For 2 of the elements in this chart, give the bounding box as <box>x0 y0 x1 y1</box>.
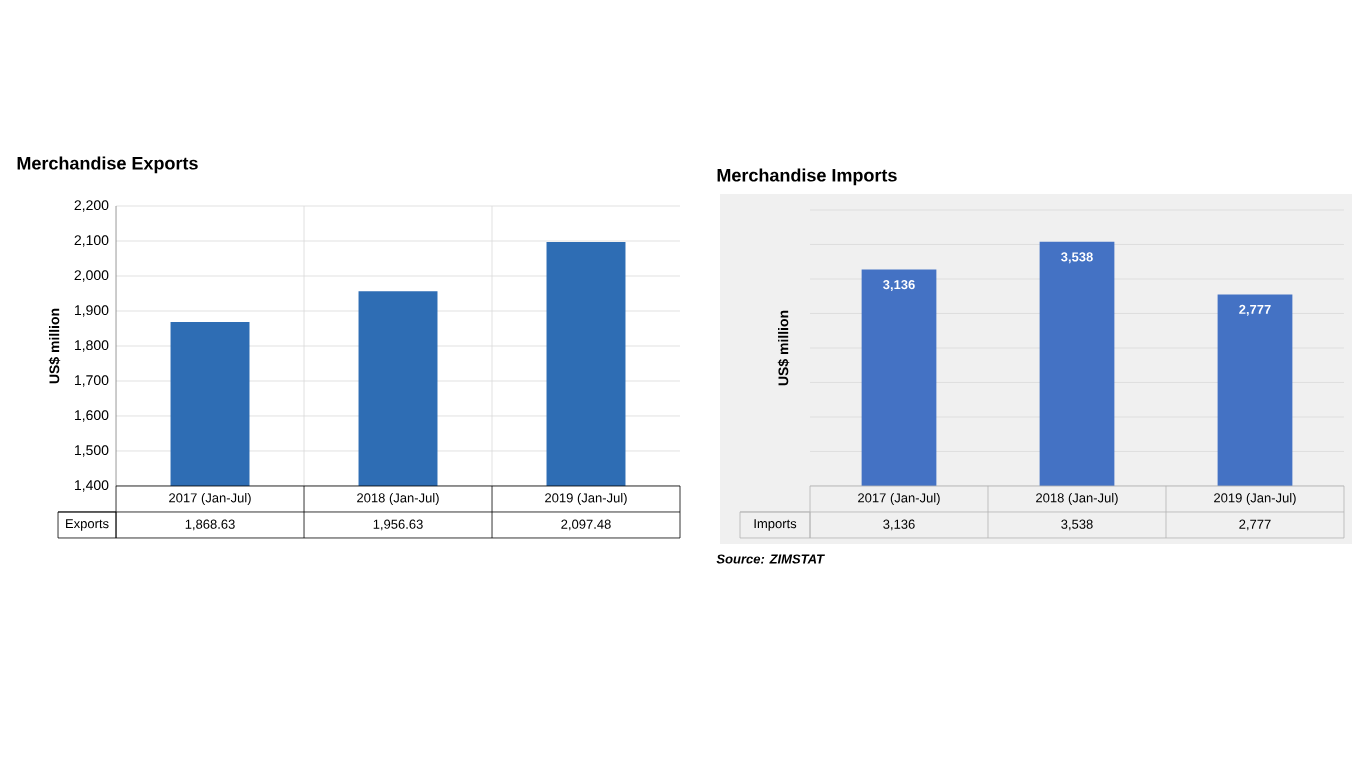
chart-title: Merchandise Exports <box>17 156 198 174</box>
chart-title: Merchandise Imports <box>717 168 897 186</box>
